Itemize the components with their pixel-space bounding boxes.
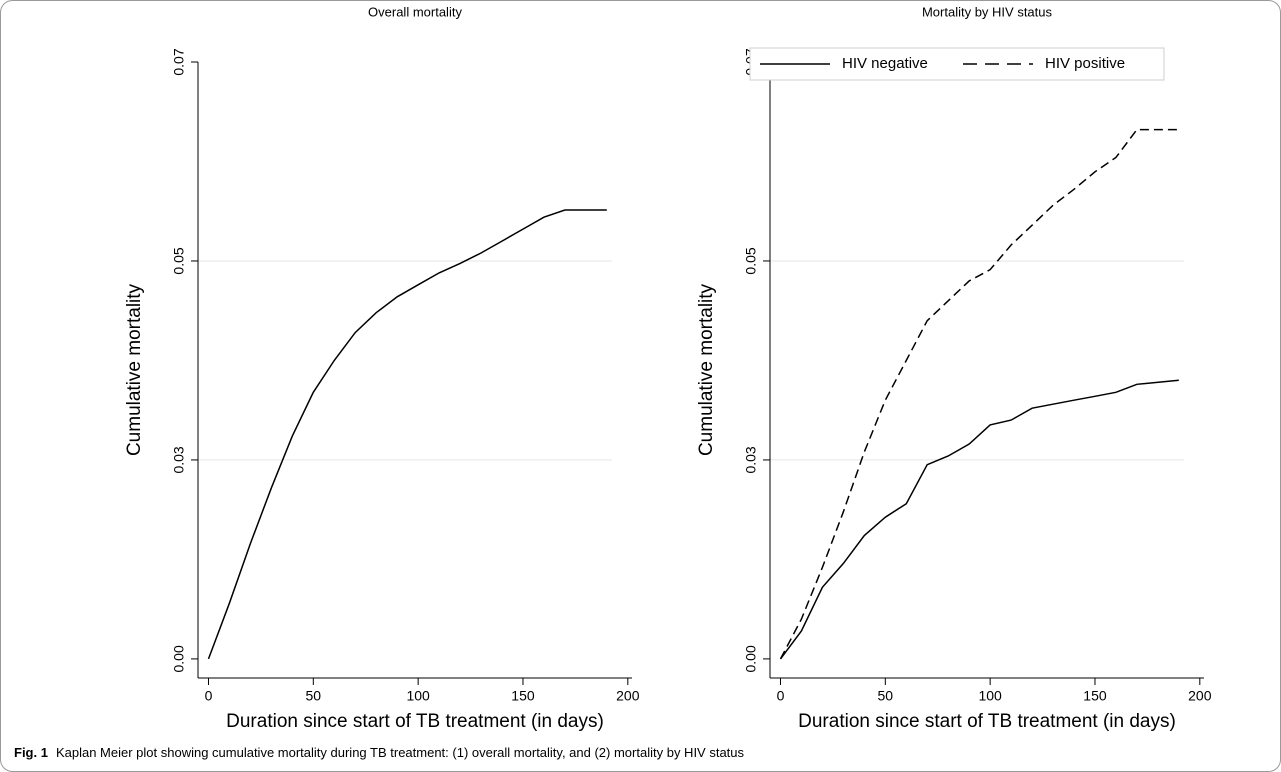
legend-label: HIV negative (842, 55, 928, 72)
x-tick-label: 100 (978, 688, 1002, 704)
x-tick-label: 150 (511, 688, 535, 704)
x-tick-label: 50 (306, 688, 322, 704)
x-tick-label: 150 (1083, 688, 1107, 704)
survival-line (779, 379, 1179, 660)
caption: Fig. 1 Kaplan Meier plot showing cumulati… (14, 745, 745, 760)
y-tick-label: 0.05 (743, 247, 759, 274)
x-axis-label: Duration since start of TB treatment (in… (798, 711, 1176, 732)
caption-label: Fig. 1 (14, 745, 48, 760)
x-tick-label: 0 (205, 688, 213, 704)
chart-title: Mortality by HIV status (922, 4, 1053, 19)
chart-title: Overall mortality (368, 4, 462, 19)
legend-label: HIV positive (1045, 55, 1125, 72)
survival-line (207, 209, 607, 660)
caption-text: Kaplan Meier plot showing cumulative mor… (56, 745, 745, 760)
y-tick-label: 0.05 (171, 247, 187, 274)
x-tick-label: 200 (1188, 688, 1212, 704)
y-tick-label: 0.00 (743, 645, 759, 672)
y-axis-label: Cumulative mortality (696, 283, 717, 456)
y-tick-label: 0.00 (171, 645, 187, 672)
x-axis-label: Duration since start of TB treatment (in… (226, 711, 604, 732)
x-tick-label: 50 (878, 688, 894, 704)
survival-line (779, 128, 1179, 660)
y-axis-label: Cumulative mortality (124, 283, 145, 456)
y-tick-label: 0.03 (171, 446, 187, 473)
x-tick-label: 0 (777, 688, 785, 704)
x-tick-label: 200 (616, 688, 640, 704)
y-tick-label: 0.07 (171, 48, 187, 75)
x-tick-label: 100 (406, 688, 430, 704)
y-tick-label: 0.03 (743, 446, 759, 473)
